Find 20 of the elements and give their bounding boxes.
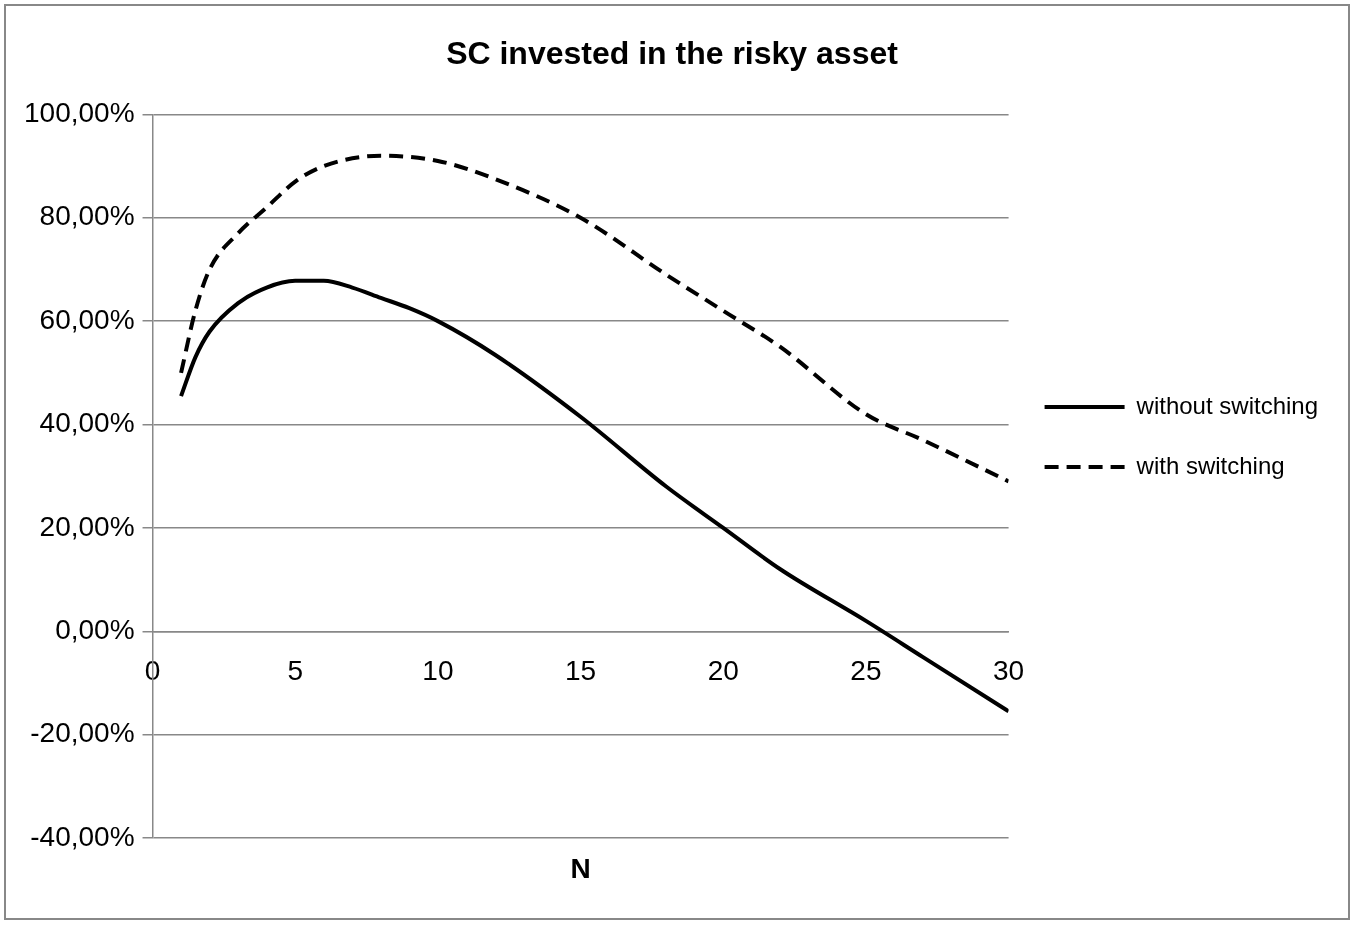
y-tick-label: 20,00% bbox=[39, 510, 135, 542]
x-axis-title: N bbox=[570, 852, 591, 884]
y-tick-label: -40,00% bbox=[30, 820, 135, 852]
x-tick-label: 20 bbox=[707, 654, 739, 686]
x-tick-label: 5 bbox=[287, 654, 303, 686]
line-series bbox=[179, 153, 1009, 484]
y-tick-label: -20,00% bbox=[30, 717, 135, 749]
y-tick-label: 40,00% bbox=[39, 407, 135, 439]
chart-title: SC invested in the risky asset bbox=[446, 35, 899, 72]
x-tick-label: 0 bbox=[144, 654, 161, 686]
y-tick-label: 80,00% bbox=[39, 200, 135, 232]
legend-label: with switching bbox=[1135, 451, 1285, 479]
legend-label: without switching bbox=[1135, 391, 1318, 419]
x-tick-label: 10 bbox=[422, 654, 454, 686]
y-tick-label: 100,00% bbox=[23, 97, 135, 129]
x-tick-label: 25 bbox=[850, 654, 882, 686]
y-tick-label: 0,00% bbox=[55, 613, 135, 645]
x-tick-label: 15 bbox=[564, 654, 597, 686]
y-tick-label: 60,00% bbox=[39, 303, 135, 335]
x-tick-label: 30 bbox=[993, 654, 1025, 686]
